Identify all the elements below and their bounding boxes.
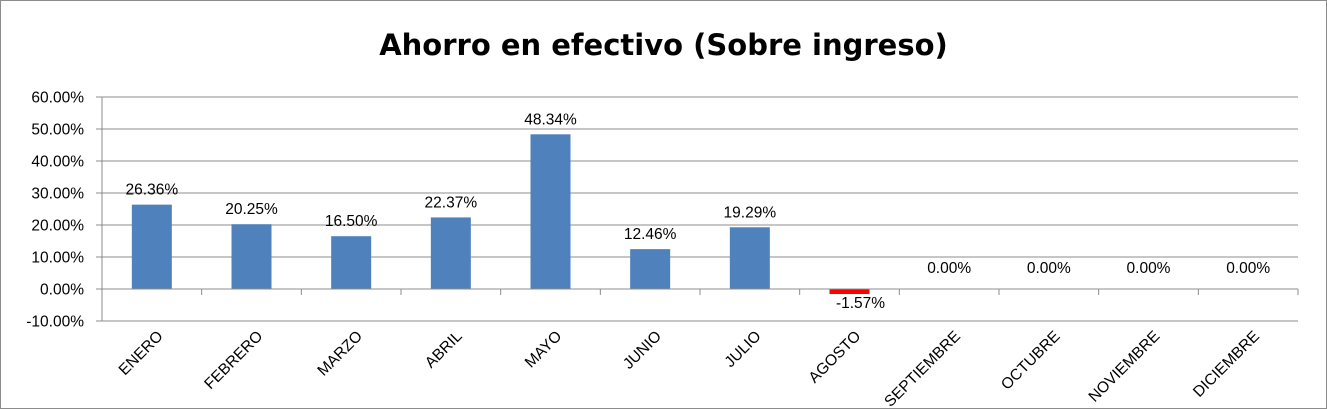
data-label: 0.00% — [1027, 260, 1071, 277]
y-tick-label: 40.00% — [31, 154, 84, 171]
data-label: 0.00% — [1226, 260, 1270, 277]
y-tick-label: 30.00% — [31, 186, 84, 203]
category-label: NOVIEMBRE — [1086, 328, 1164, 406]
category-label: ABRIL — [422, 328, 466, 372]
bar — [729, 227, 770, 289]
y-tick-label: 20.00% — [31, 218, 84, 235]
data-label: 20.25% — [225, 201, 278, 218]
bar — [131, 204, 172, 289]
bar — [530, 134, 571, 289]
bar — [630, 249, 671, 289]
data-label: 16.50% — [325, 213, 378, 230]
category-label: OCTUBRE — [998, 328, 1064, 394]
category-label: MAYO — [522, 328, 565, 371]
y-tick-label: -10.00% — [26, 314, 84, 331]
category-label: MARZO — [314, 328, 366, 380]
y-tick-label: 0.00% — [40, 282, 84, 299]
category-label: DICIEMBRE — [1190, 328, 1263, 401]
y-tick-label: 10.00% — [31, 250, 84, 267]
y-tick-label: 50.00% — [31, 122, 84, 139]
chart-title: Ahorro en efectivo (Sobre ingreso) — [379, 28, 948, 62]
data-label: 0.00% — [927, 260, 971, 277]
category-label: JUNIO — [620, 328, 665, 373]
data-label: 0.00% — [1127, 260, 1171, 277]
bar — [829, 289, 870, 295]
data-label: 19.29% — [724, 204, 777, 221]
category-label: FEBRERO — [201, 328, 266, 393]
data-label: 26.36% — [126, 182, 179, 199]
bar — [231, 224, 272, 289]
data-label: -1.57% — [836, 295, 885, 312]
data-label: 22.37% — [425, 194, 478, 211]
category-label: SEPTIEMBRE — [881, 328, 964, 409]
bar — [331, 236, 372, 289]
data-label: 48.34% — [524, 111, 577, 128]
category-label: AGOSTO — [806, 328, 865, 387]
y-tick-label: 60.00% — [31, 90, 84, 107]
bar — [430, 217, 471, 289]
data-label: 12.46% — [624, 226, 677, 243]
category-label: JULIO — [722, 328, 765, 371]
category-label: ENERO — [116, 328, 167, 379]
